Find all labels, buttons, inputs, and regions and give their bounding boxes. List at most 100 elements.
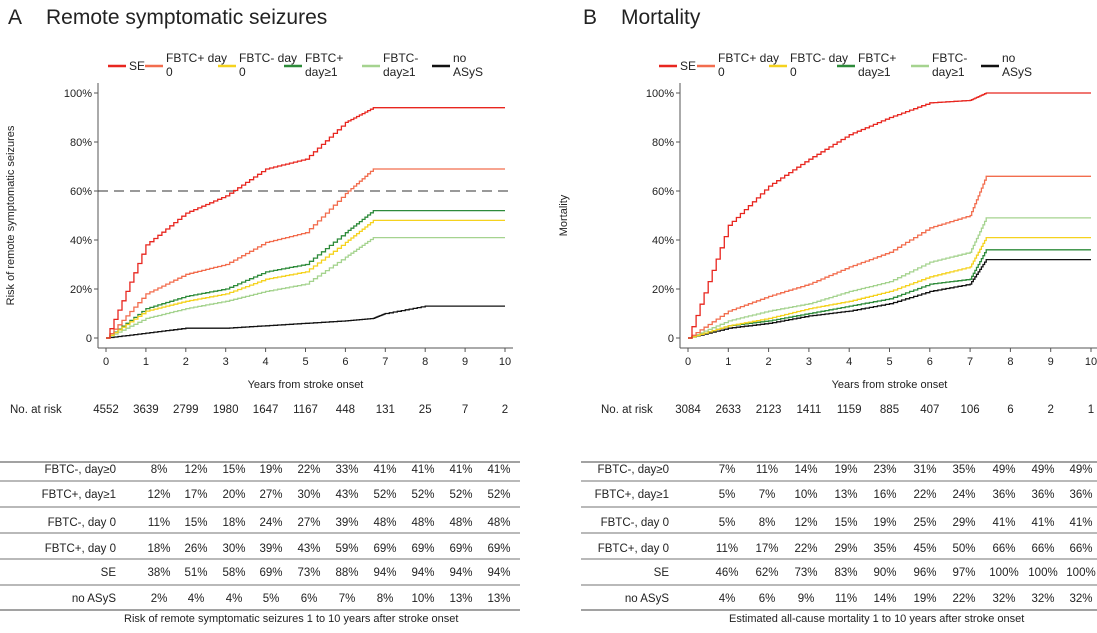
- x-tick-label: 5: [886, 356, 892, 368]
- table-cell: 46%: [715, 567, 738, 579]
- series-line-se: [688, 92, 1091, 339]
- at-risk-value: 1647: [253, 404, 279, 416]
- table-cell: 58%: [222, 567, 245, 579]
- table-cell: 15%: [222, 464, 245, 476]
- table-cell: 27%: [259, 489, 282, 501]
- table-caption: Risk of remote symptomatic seizures 1 to…: [124, 613, 459, 625]
- table-cell: 49%: [1069, 464, 1092, 476]
- table-cell: 2%: [151, 593, 168, 605]
- x-tick-label: 5: [302, 356, 308, 368]
- y-tick-label: 0: [668, 333, 674, 345]
- y-tick-label: 60%: [652, 186, 674, 198]
- legend-label: FBTC+ day 0: [166, 51, 227, 79]
- table-cell: 13%: [449, 593, 472, 605]
- table-row-label: FBTC+, day 0: [45, 543, 116, 555]
- x-axis-label: Years from stroke onset: [832, 379, 948, 391]
- table-cell: 32%: [1069, 593, 1092, 605]
- x-tick-label: 6: [342, 356, 348, 368]
- table-row-label: no ASyS: [625, 593, 669, 605]
- x-tick-label: 0: [685, 356, 691, 368]
- chart-svg-a: 0 20% 40% 60% 80% 100% 0 1 2 3 4 5 6 7 8 9 10 Years from …: [0, 51, 520, 611]
- x-tick-label: 10: [499, 356, 511, 368]
- table-cell: 19%: [259, 464, 282, 476]
- table-cell: 94%: [411, 567, 434, 579]
- table-cell: 32%: [992, 593, 1015, 605]
- table-cell: 5%: [263, 593, 280, 605]
- x-tick-label: 0: [103, 356, 109, 368]
- table-cell: 41%: [373, 464, 396, 476]
- table-cell: 41%: [992, 517, 1015, 529]
- x-tick-label: 4: [263, 356, 269, 368]
- table-cell: 48%: [449, 517, 472, 529]
- series-line-fbtc-day-0: [688, 236, 1091, 339]
- x-tick-label: 3: [806, 356, 812, 368]
- table-cell: 41%: [1031, 517, 1054, 529]
- table-cell: 50%: [952, 543, 975, 555]
- table-cell: 73%: [297, 567, 320, 579]
- at-risk-value: 3639: [133, 404, 159, 416]
- panel-letter: B: [583, 6, 598, 29]
- series-line-no-asys: [106, 305, 505, 339]
- x-tick-label: 3: [223, 356, 229, 368]
- table-cell: 51%: [184, 567, 207, 579]
- table-cell: 4%: [226, 593, 243, 605]
- table-cell: 30%: [222, 543, 245, 555]
- table-row-label: FBTC-, day≥0: [45, 464, 117, 476]
- y-tick-label: 40%: [652, 235, 674, 247]
- y-tick-label: 100%: [646, 88, 674, 100]
- table-cell: 18%: [147, 543, 170, 555]
- table-cell: 14%: [873, 593, 896, 605]
- y-axis-label: Mortality: [558, 194, 570, 236]
- table-cell: 7%: [759, 489, 776, 501]
- at-risk-value: 3084: [675, 404, 701, 416]
- at-risk-value: 1980: [213, 404, 239, 416]
- x-tick-label: 2: [766, 356, 772, 368]
- at-risk-value: 448: [336, 404, 355, 416]
- panel-title: Remote symptomatic seizures: [46, 6, 328, 29]
- table-cell: 69%: [373, 543, 396, 555]
- x-tick-label: 7: [382, 356, 388, 368]
- table-cell: 8%: [151, 464, 168, 476]
- table-cell: 33%: [335, 464, 358, 476]
- table-cell: 83%: [834, 567, 857, 579]
- table-cell: 22%: [913, 489, 936, 501]
- at-risk-value: 2: [1047, 404, 1053, 416]
- at-risk-value: 25: [419, 404, 432, 416]
- panel-title: Mortality: [621, 6, 701, 29]
- at-risk-value: 1: [1088, 404, 1094, 416]
- table-cell: 69%: [449, 543, 472, 555]
- chart-svg-b: 0 20% 40% 60% 80% 100% 0 1 2 3 4 5 6 7 8 9 10 Years from …: [558, 51, 1097, 611]
- legend-label: FBTC-day≥1: [383, 51, 418, 79]
- table-cell: 22%: [794, 543, 817, 555]
- table-cell: 29%: [834, 543, 857, 555]
- at-risk-value: 7: [462, 404, 468, 416]
- at-risk-value: 1167: [293, 404, 318, 416]
- at-risk-value: 2: [502, 404, 508, 416]
- y-tick-label: 80%: [70, 137, 92, 149]
- table-cell: 18%: [222, 517, 245, 529]
- table-cell: 48%: [487, 517, 510, 529]
- table-cell: 90%: [873, 567, 896, 579]
- table-cell: 36%: [992, 489, 1015, 501]
- series-line-fbtc-day-0: [106, 168, 505, 339]
- y-tick-label: 100%: [64, 88, 92, 100]
- at-risk-value: 1159: [837, 404, 862, 416]
- table-cell: 22%: [297, 464, 320, 476]
- table-cell: 35%: [873, 543, 896, 555]
- legend-label: no ASyS: [453, 51, 483, 79]
- table-cell: 27%: [297, 517, 320, 529]
- legend-label: SE: [129, 59, 145, 73]
- table-cell: 12%: [794, 517, 817, 529]
- table-cell: 59%: [335, 543, 358, 555]
- y-tick-label: 40%: [70, 235, 92, 247]
- table-cell: 8%: [377, 593, 394, 605]
- table-cell: 39%: [259, 543, 282, 555]
- table-cell: 39%: [335, 517, 358, 529]
- table-cell: 41%: [411, 464, 434, 476]
- at-risk-value: 1411: [797, 404, 822, 416]
- table-cell: 26%: [184, 543, 207, 555]
- table-cell: 11%: [756, 464, 778, 476]
- table-cell: 94%: [373, 567, 396, 579]
- series-line-fbtc-day-0: [688, 175, 1091, 339]
- table-cell: 11%: [835, 593, 857, 605]
